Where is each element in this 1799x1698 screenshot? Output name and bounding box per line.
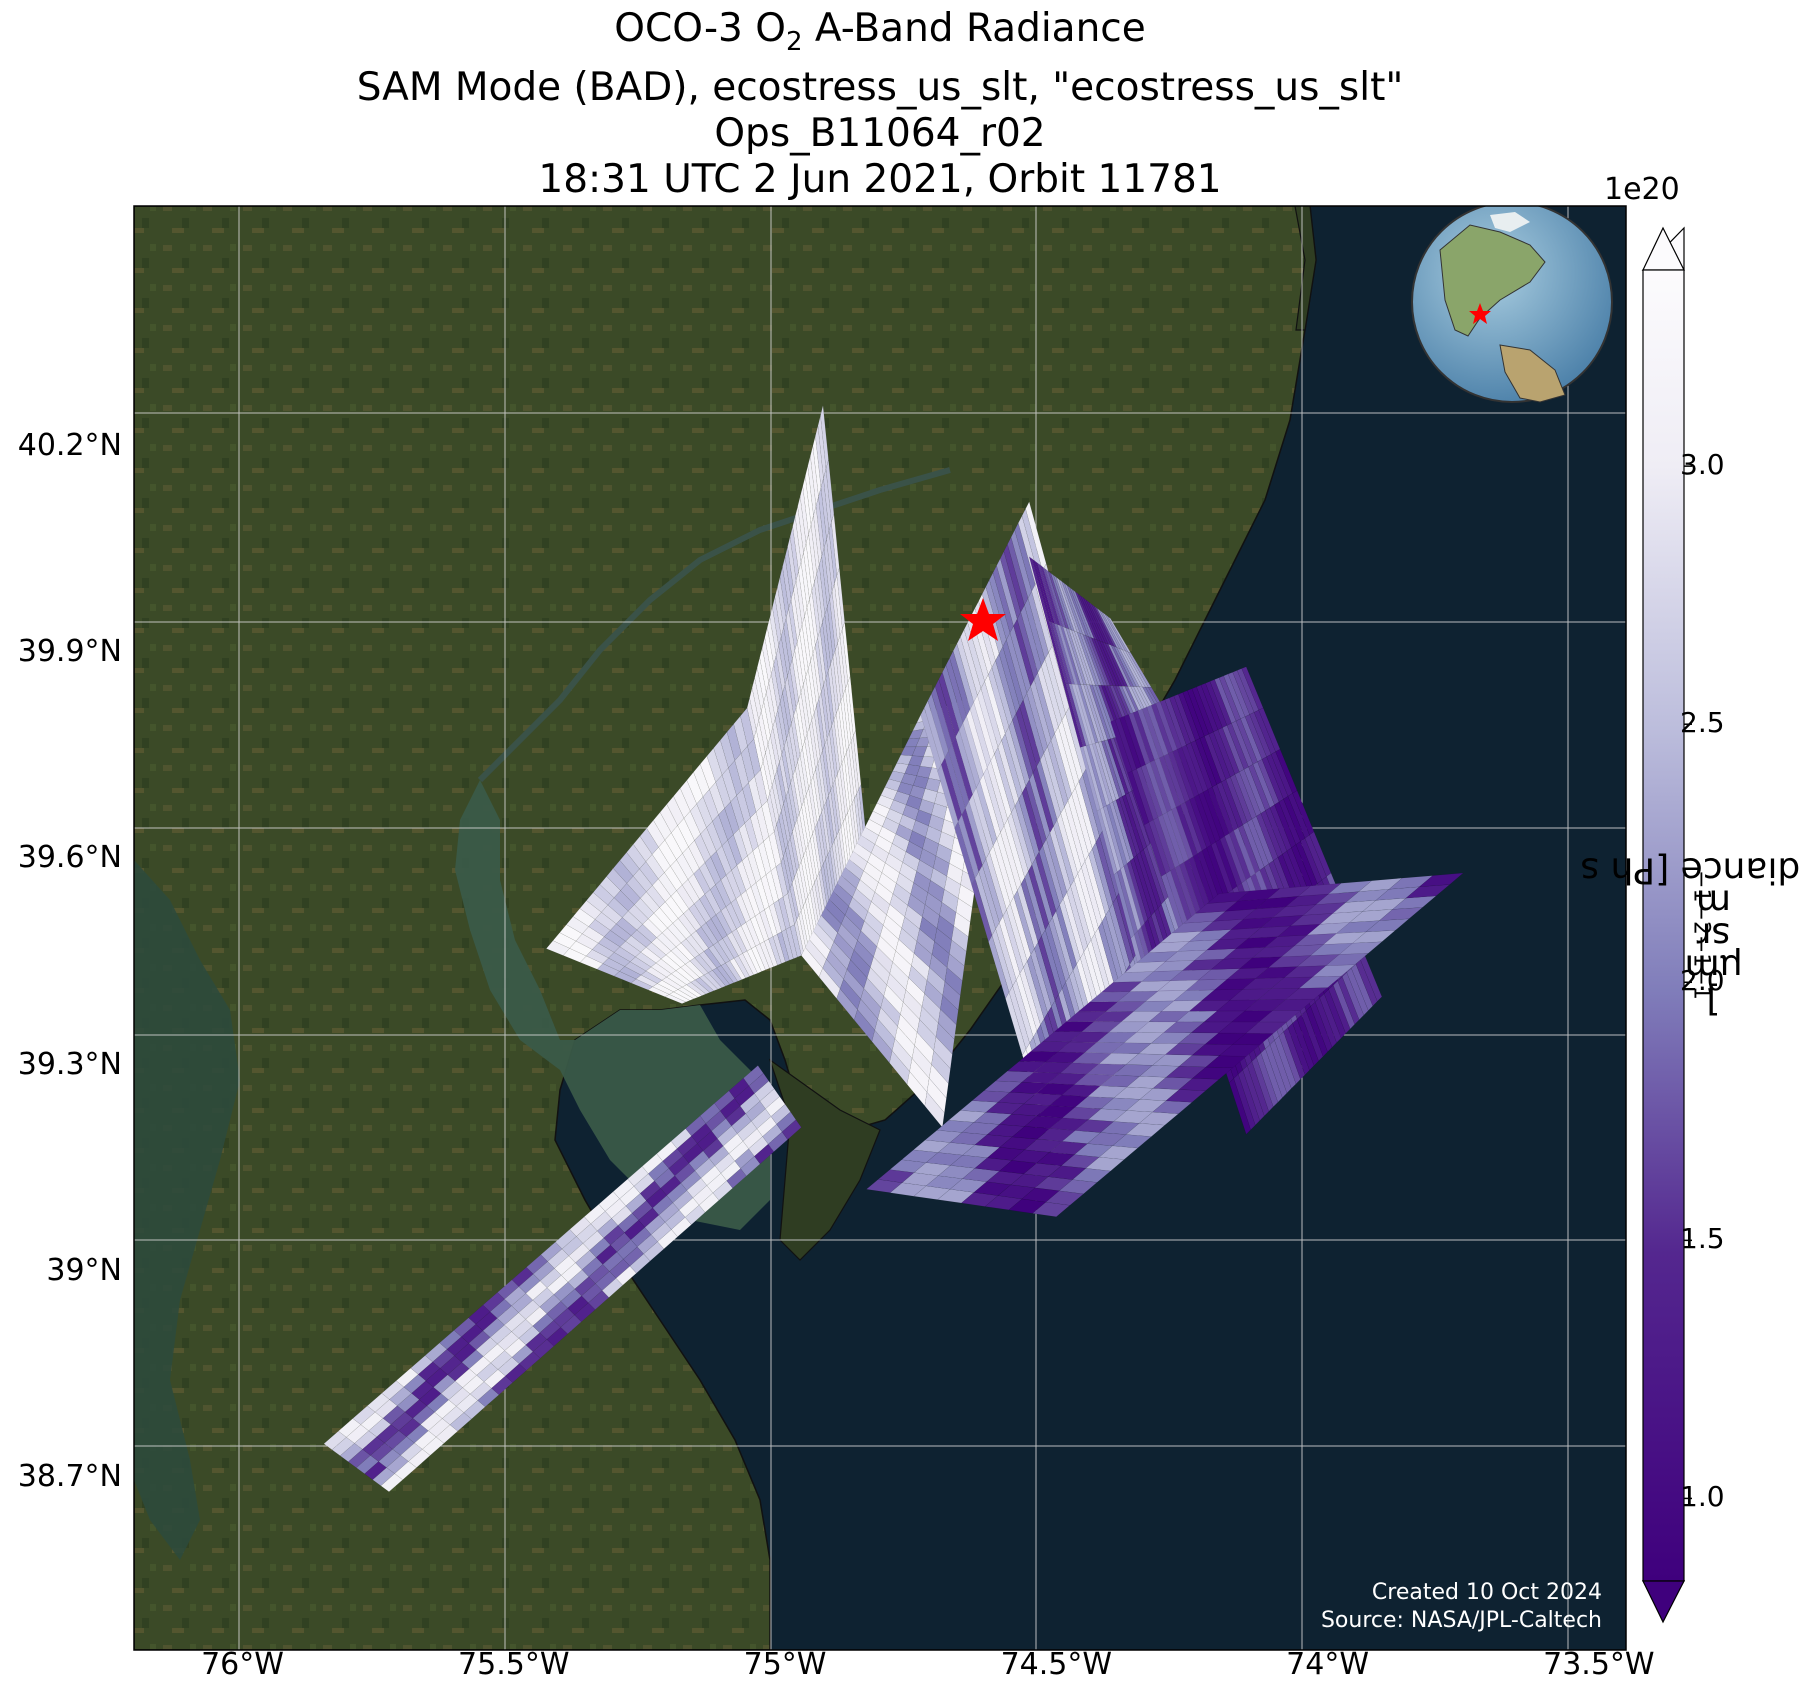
lat-tick-label: 39°N: [46, 1252, 122, 1288]
colorbar-tick-label: 2.5: [1680, 706, 1725, 740]
footprint-cell: [1418, 872, 1464, 888]
colorbar-exponent: 1e20: [1604, 172, 1680, 207]
colorbar-tick-label: 3.0: [1680, 448, 1725, 482]
delaware-river: [477, 467, 951, 783]
title-line-1: OCO-3 O2 A-Band Radiance: [614, 6, 1146, 57]
cape-may: [768, 1058, 881, 1261]
lat-tick-label: 39.6°N: [17, 840, 122, 876]
map-area[interactable]: [134, 202, 1626, 1650]
colorbar-tick-label: 1.5: [1680, 1222, 1725, 1256]
lat-tick-label: 39.9°N: [17, 633, 122, 669]
lat-tick-label: 39.3°N: [17, 1046, 122, 1082]
colorbar-gradient: [1642, 269, 1685, 1582]
lon-tick-label: 75.5°W: [458, 1647, 570, 1682]
title-line-3: Ops_B11064_r02: [714, 110, 1046, 156]
footprint-cell: [781, 1119, 802, 1140]
lat-tick-label: 38.7°N: [17, 1459, 122, 1495]
target-star[interactable]: [960, 598, 1006, 641]
delaware-bay: [455, 780, 770, 1230]
title-line-4: 18:31 UTC 2 Jun 2021, Orbit 11781: [538, 156, 1222, 202]
colorbar-tick-label: 1.0: [1680, 1480, 1725, 1514]
lon-tick-label: 76°W: [201, 1647, 284, 1682]
created-credit: Created 10 Oct 2024: [1371, 1580, 1602, 1605]
lat-tick-label: 40.2°N: [17, 427, 122, 463]
inset-globe: [1411, 206, 1613, 403]
radiance-swaths: [323, 405, 1464, 1493]
long-island-coast: [1294, 206, 1317, 331]
lon-tick-label: 73.5°W: [1543, 1647, 1655, 1682]
colorbar: [1641, 226, 1692, 1624]
title-line-2: SAM Mode (BAD), ecostress_us_slt, "ecost…: [356, 64, 1404, 110]
plot-title: OCO-3 O2 A-Band Radiance SAM Mode (BAD),…: [134, 6, 1626, 203]
lon-tick-label: 74°W: [1286, 1647, 1370, 1682]
source-credit: Source: NASA/JPL-Caltech: [1320, 1608, 1602, 1633]
lon-tick-label: 74.5°W: [1000, 1647, 1113, 1682]
colorbar-tick-label: 2.0: [1680, 964, 1725, 998]
map-frame: [133, 205, 1627, 1651]
lon-tick-label: 75°W: [743, 1647, 827, 1682]
